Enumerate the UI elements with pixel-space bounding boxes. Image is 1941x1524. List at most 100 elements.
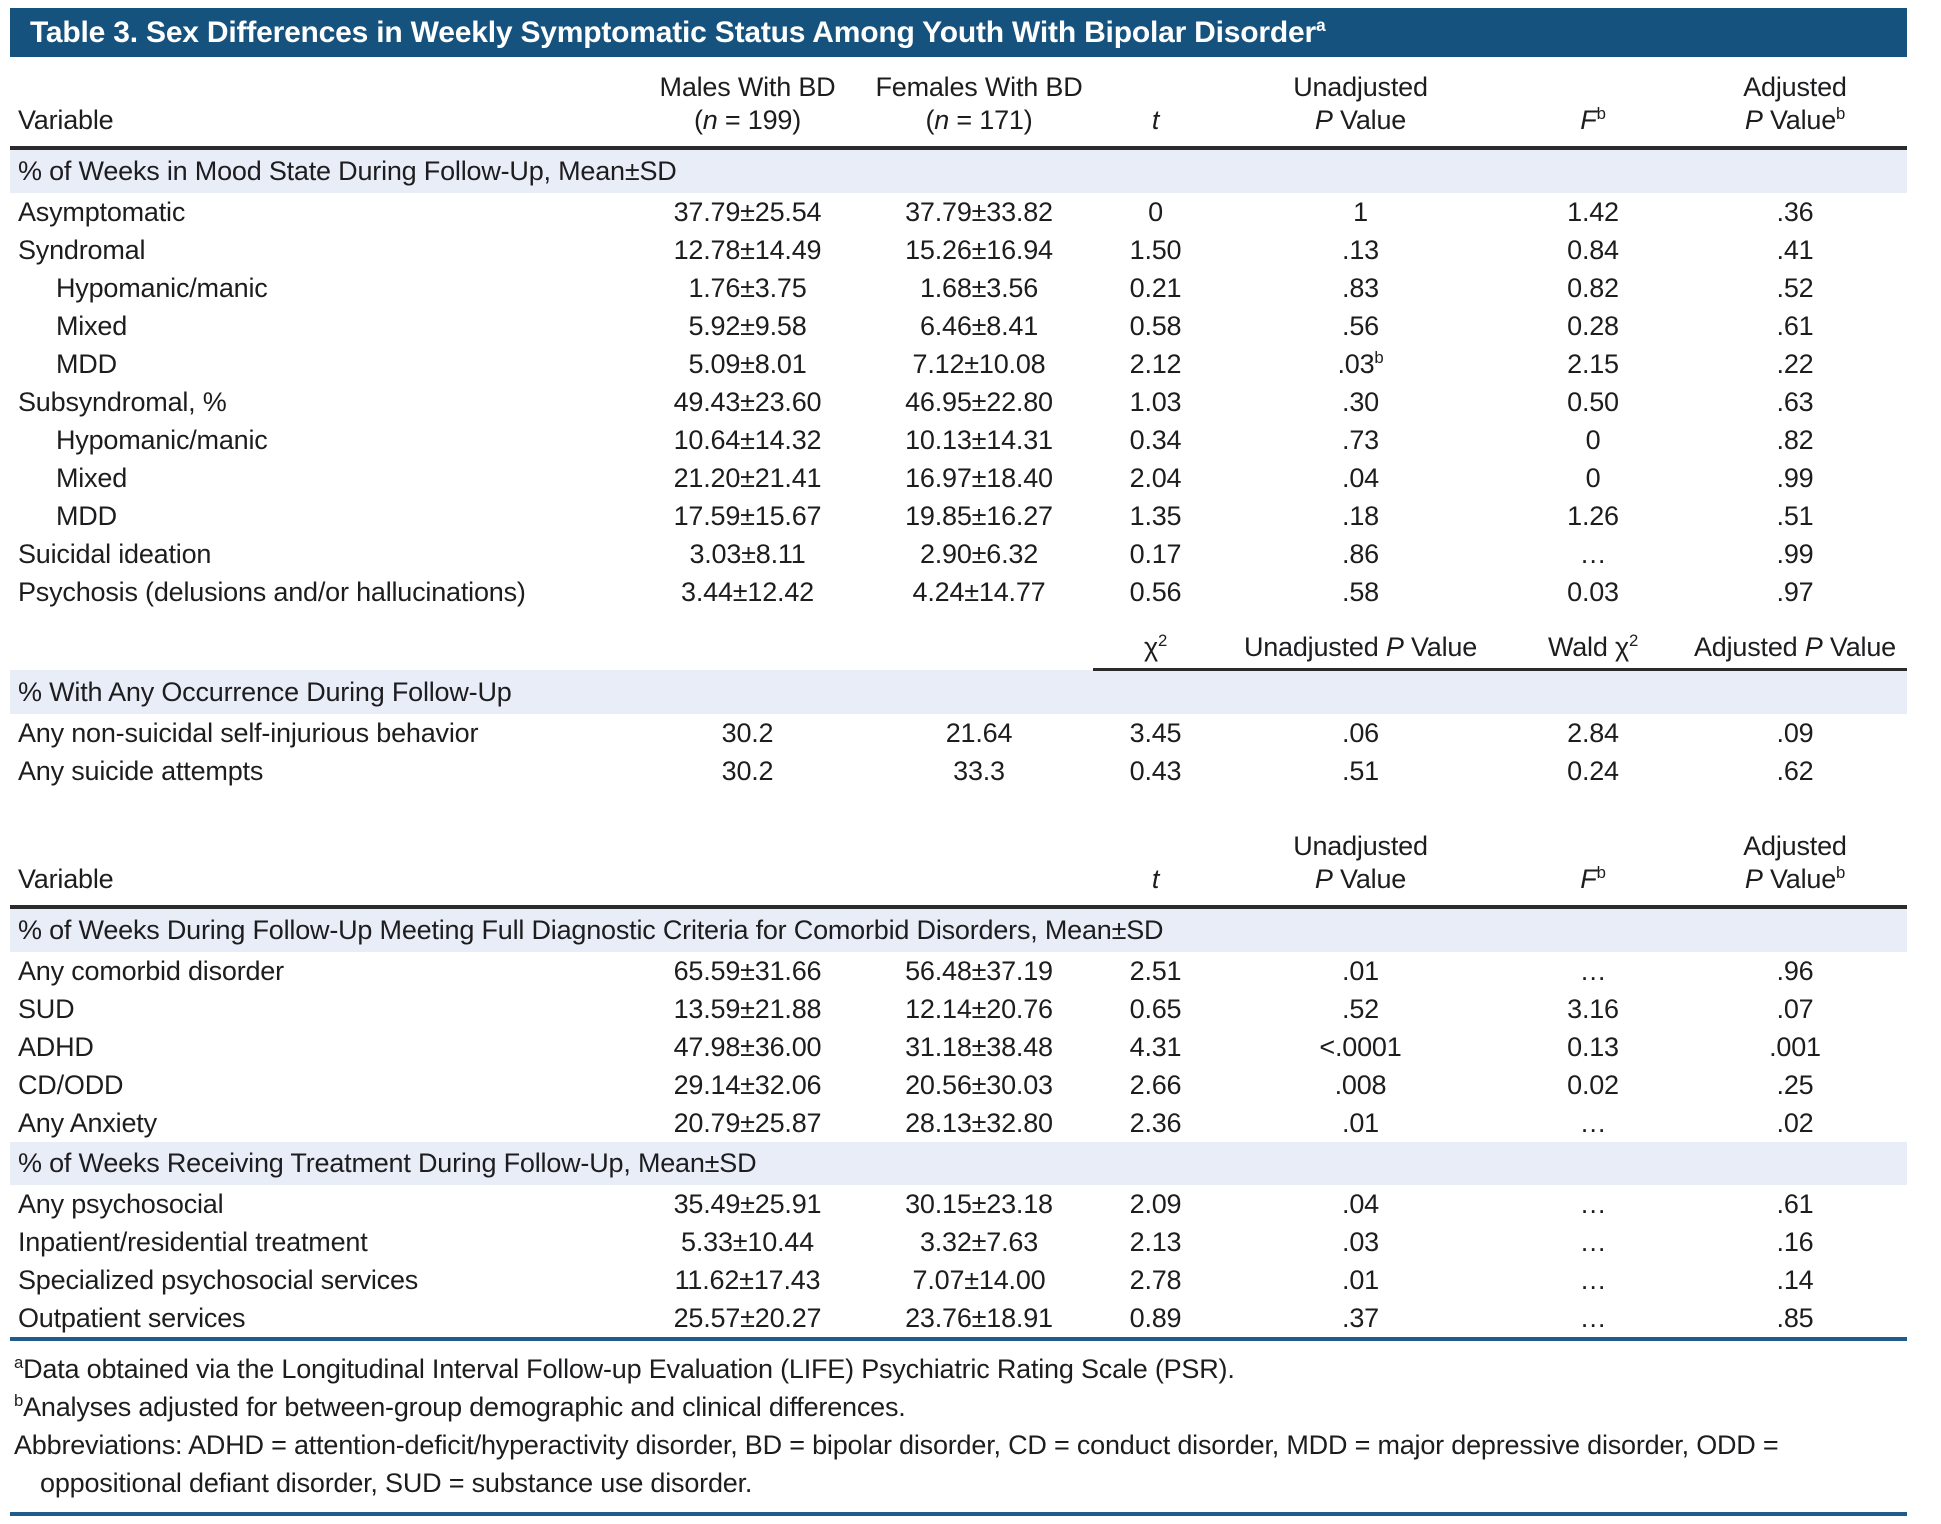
value-text: … (1579, 538, 1607, 569)
value-text: 17.59±15.67 (673, 500, 822, 531)
males-value: 65.59±31.66 (630, 952, 865, 990)
t-value: 2.51 (1093, 952, 1218, 990)
divider (10, 1512, 1907, 1516)
value-text: 0.34 (1129, 424, 1182, 455)
value-text: 11.62±17.43 (674, 1264, 821, 1295)
value-text: 33.3 (953, 755, 1005, 786)
adjusted-p-value: .51 (1683, 497, 1907, 535)
value-text: 0.02 (1567, 1069, 1619, 1100)
males-value: 13.59±21.88 (630, 990, 865, 1028)
header-text: F (1580, 864, 1597, 894)
value-text: 12.14±20.76 (905, 993, 1053, 1024)
header-text: P (1314, 864, 1333, 894)
table-row: CD/ODD 29.14±32.06 20.56±30.03 2.66 .008 0.02… (10, 1066, 1907, 1104)
value-text: 2.51 (1129, 955, 1182, 986)
females-value: 7.07±14.00 (865, 1261, 1093, 1299)
header-text: t (1151, 864, 1160, 894)
unadjusted-p-value: .03b (1218, 345, 1503, 383)
section-heading: % of Weeks in Mood State During Follow-U… (10, 148, 1907, 193)
value-text: 5.09±8.01 (688, 348, 807, 379)
unadjusted-p-value: .06 (1218, 714, 1503, 752)
chi-square-header: χ2 (1093, 611, 1218, 671)
footnote-marker: 2 (1628, 631, 1639, 650)
value-text: 19.85±16.27 (905, 500, 1053, 531)
f-value: 0 (1503, 459, 1683, 497)
table-row: Mixed 21.20±21.41 16.97±18.40 2.04 .04 0 .99 (10, 459, 1907, 497)
t-value: 2.13 (1093, 1223, 1218, 1261)
adjusted-p-value: .25 (1683, 1066, 1907, 1104)
males-value: 29.14±32.06 (630, 1066, 865, 1104)
females-value: 10.13±14.31 (865, 421, 1093, 459)
row-label: Hypomanic/manic (10, 269, 630, 307)
value-text: .63 (1776, 386, 1814, 417)
value-text: .41 (1776, 234, 1814, 265)
f-value: 3.16 (1503, 990, 1683, 1028)
value-text: .96 (1776, 955, 1814, 986)
value-text: .85 (1776, 1302, 1814, 1333)
footnote-marker: b (1596, 104, 1606, 123)
t-value: 4.31 (1093, 1028, 1218, 1066)
table-row: Subsyndromal, % 49.43±23.60 46.95±22.80 1.0… (10, 383, 1907, 421)
table-row: ADHD 47.98±36.00 31.18±38.48 4.31 <.0001 0.13… (10, 1028, 1907, 1066)
females-value: 20.56±30.03 (865, 1066, 1093, 1104)
adjusted-p-value: .22 (1683, 345, 1907, 383)
header-line: Males With BD (634, 71, 861, 104)
unadjusted-p-header: Unadjusted P Value (1218, 611, 1503, 671)
unadjusted-p-value: .03 (1218, 1223, 1503, 1261)
value-text: 12.78±14.49 (673, 234, 822, 265)
value-text: 2.66 (1129, 1069, 1182, 1100)
value-text: 2.09 (1129, 1188, 1182, 1219)
value-text: … (1579, 955, 1607, 986)
value-text: 0.43 (1129, 755, 1182, 786)
f-value: 0.13 (1503, 1028, 1683, 1066)
footnotes: aData obtained via the Longitudinal Inte… (10, 1341, 1907, 1512)
t-value: 2.09 (1093, 1185, 1218, 1223)
value-text: 4.24±14.77 (912, 576, 1046, 607)
value-text: 3.16 (1567, 993, 1619, 1024)
value-text: .07 (1776, 993, 1814, 1024)
value-text: 47.98±36.00 (673, 1031, 822, 1062)
row-label-text: Any Anxiety (18, 1107, 157, 1138)
table-row: Inpatient/residential treatment 5.33±10.4… (10, 1223, 1907, 1261)
header-text: Unadjusted (1293, 831, 1428, 861)
section-heading-row: % With Any Occurrence During Follow-Up (10, 669, 1907, 714)
f-value: … (1503, 1261, 1683, 1299)
females-value: 46.95±22.80 (865, 383, 1093, 421)
value-text: 0.13 (1567, 1031, 1619, 1062)
males-value: 49.43±23.60 (630, 383, 865, 421)
value-text: 3.45 (1129, 717, 1182, 748)
value-text: 0 (1585, 462, 1601, 493)
row-label-text: Psychosis (delusions and/or hallucinatio… (18, 576, 526, 607)
value-text: 46.95±22.80 (905, 386, 1053, 417)
row-label: MDD (10, 345, 630, 383)
header-text: Wald (1547, 632, 1608, 662)
value-text: 16.97±18.40 (905, 462, 1053, 493)
males-value: 5.33±10.44 (630, 1223, 865, 1261)
t-value: 2.78 (1093, 1261, 1218, 1299)
females-value: 6.46±8.41 (865, 307, 1093, 345)
table-row: Suicidal ideation 3.03±8.11 2.90±6.32 0.17.… (10, 535, 1907, 573)
value-text: 2.15 (1567, 348, 1619, 379)
f-value: 1.26 (1503, 497, 1683, 535)
header-text: t (1151, 105, 1160, 135)
section-heading-text: % With Any Occurrence During Follow-Up (18, 677, 512, 707)
row-label: Asymptomatic (10, 193, 630, 231)
value-text: .03 (1337, 348, 1375, 379)
value-text: 20.79±25.87 (673, 1107, 822, 1138)
column-header-row: Variable Males With BD (n = 199) Females Wi… (10, 57, 1907, 150)
table-row: Hypomanic/manic 1.76±3.75 1.68±3.56 0.21 .83… (10, 269, 1907, 307)
value-text: .04 (1342, 1188, 1379, 1219)
males-value: 12.78±14.49 (630, 231, 865, 269)
variable-header: Variable (10, 57, 630, 150)
header-text: Adjusted (1743, 831, 1847, 861)
value-text: 1.26 (1567, 500, 1619, 531)
value-text: … (1579, 1107, 1607, 1138)
f-value: 0.24 (1503, 752, 1683, 790)
unadjusted-p-value: .008 (1218, 1066, 1503, 1104)
t-value: 1.50 (1093, 231, 1218, 269)
row-label: Any psychosocial (10, 1185, 630, 1223)
footnote-marker: 2 (1157, 631, 1168, 650)
header-line: P Valueb (1687, 104, 1903, 137)
adjusted-p-value: .61 (1683, 1185, 1907, 1223)
value-text: 20.56±30.03 (905, 1069, 1053, 1100)
